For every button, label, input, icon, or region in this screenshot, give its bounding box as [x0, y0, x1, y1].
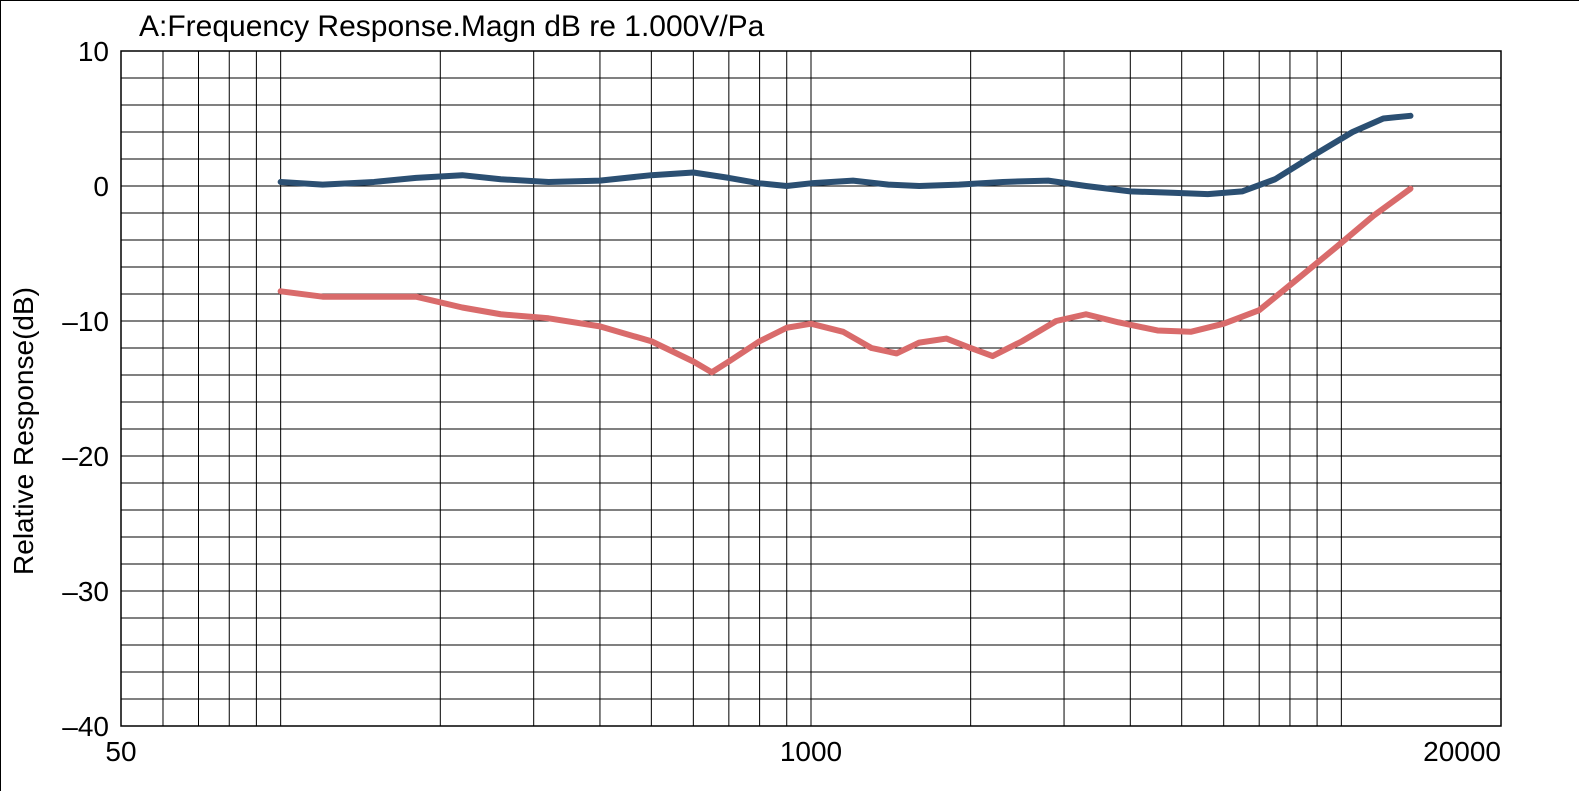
- frequency-response-chart: –40 –30 –20 –10 0 10 50 1000 20000 A:Frequency Re…: [1, 1, 1579, 792]
- y-tick-label: –40: [62, 711, 109, 742]
- chart-title: A:Frequency Response.Magn dB re 1.000V/P…: [139, 10, 765, 43]
- x-tick-label: 1000: [780, 736, 842, 767]
- x-tick-label: 50: [105, 736, 136, 767]
- x-tick-label: 20000: [1423, 736, 1501, 767]
- y-tick-label: –30: [62, 576, 109, 607]
- y-tick-label: 10: [78, 36, 109, 67]
- y-axis-label: Relative Response(dB): [8, 287, 39, 575]
- y-tick-label: 0: [93, 171, 109, 202]
- chart-container: –40 –30 –20 –10 0 10 50 1000 20000 A:Frequency Re…: [0, 0, 1579, 791]
- y-tick-label: –10: [62, 306, 109, 337]
- y-tick-label: –20: [62, 441, 109, 472]
